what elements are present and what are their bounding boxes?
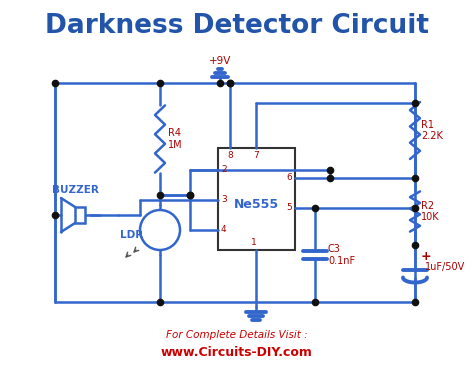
Text: 8: 8 <box>227 151 233 160</box>
Text: 6: 6 <box>286 173 292 182</box>
Text: +9V: +9V <box>209 56 231 66</box>
Text: C3
0.1nF: C3 0.1nF <box>328 244 355 266</box>
Bar <box>75 207 85 223</box>
Text: www.Circuits-DIY.com: www.Circuits-DIY.com <box>161 345 313 359</box>
Text: R1
2.2K: R1 2.2K <box>421 120 443 141</box>
Text: +: + <box>421 251 432 263</box>
Circle shape <box>140 210 180 250</box>
Text: 4: 4 <box>221 225 227 234</box>
Text: R2
10K: R2 10K <box>421 201 439 222</box>
Text: Darkness Detector Circuit: Darkness Detector Circuit <box>45 13 429 39</box>
Text: R4
1M: R4 1M <box>168 128 182 150</box>
Text: 5: 5 <box>286 203 292 213</box>
Text: Ne555: Ne555 <box>234 197 279 211</box>
Bar <box>218 148 295 250</box>
Text: 1: 1 <box>251 238 256 247</box>
Text: 1uF/50V: 1uF/50V <box>425 262 465 272</box>
Text: BUZZER: BUZZER <box>52 185 99 195</box>
Text: 7: 7 <box>253 151 259 160</box>
Text: LDR: LDR <box>120 230 144 240</box>
Text: 3: 3 <box>221 196 227 204</box>
Text: For Complete Details Visit :: For Complete Details Visit : <box>166 330 308 340</box>
Text: 2: 2 <box>221 166 227 175</box>
